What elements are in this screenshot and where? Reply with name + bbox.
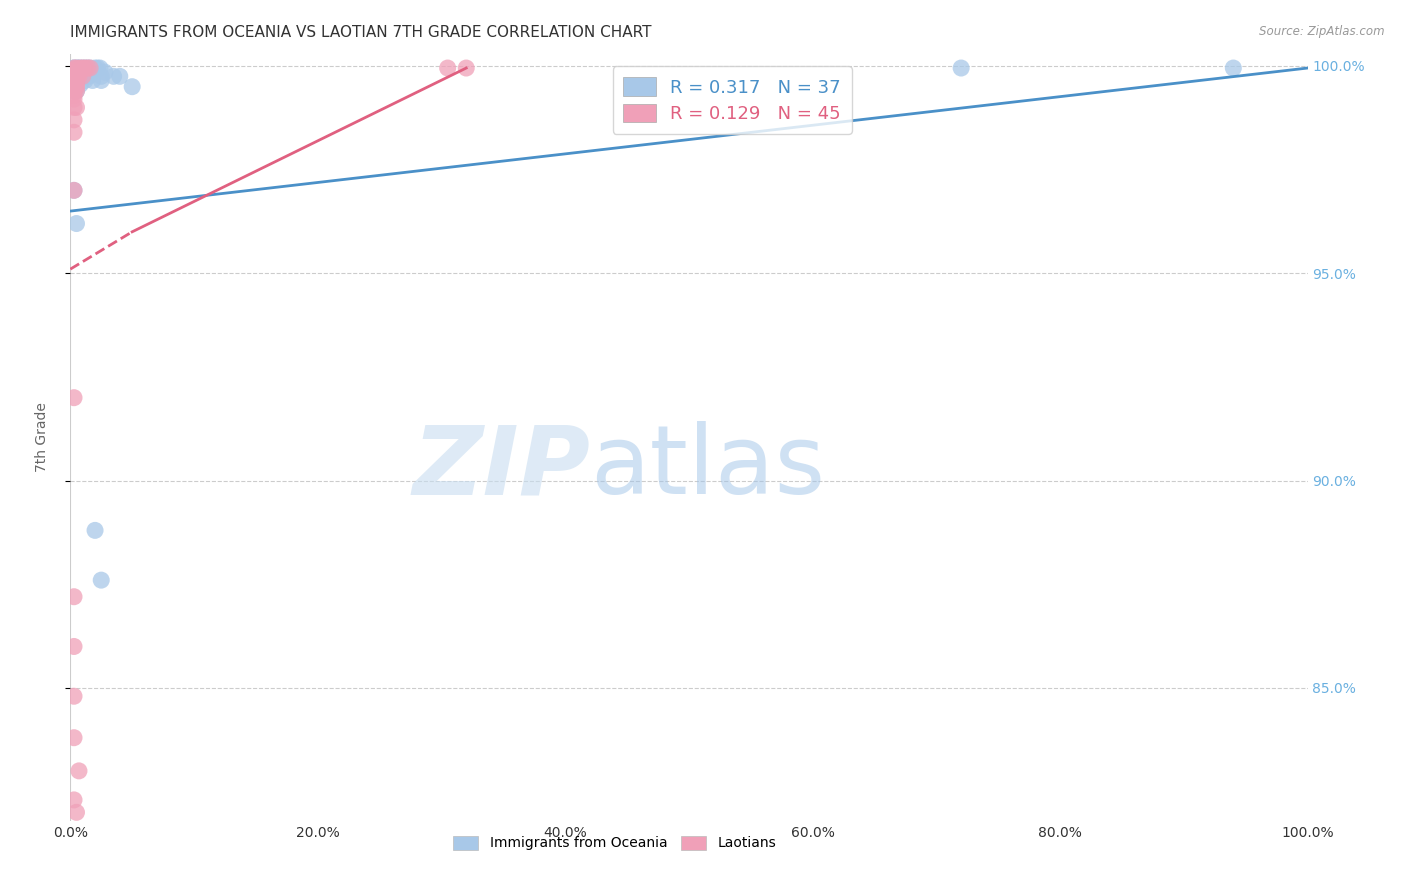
Point [63,640,86,654]
Point [63,92,86,106]
Point [75,61,97,75]
Y-axis label: 7th Grade: 7th Grade [35,402,49,472]
Point [65,63,87,78]
Point [63,690,86,704]
Point [82,65,104,79]
Point [63,70,86,84]
Point [63,78,86,92]
Point [63,71,86,86]
Point [65,70,87,84]
Text: ZIP: ZIP [412,421,591,515]
Point [63,61,86,75]
Point [69,61,91,75]
Point [67,70,90,84]
Point [69,78,91,92]
Point [65,70,87,84]
Point [1222,61,1244,75]
Point [63,590,86,604]
Point [76,61,98,75]
Point [90,73,112,87]
Point [121,79,143,94]
Point [72,70,94,84]
Point [90,70,112,84]
Point [82,73,104,87]
Point [86,61,108,75]
Point [950,61,973,75]
Point [65,65,87,79]
Point [65,73,87,87]
Point [65,84,87,98]
Point [63,84,86,98]
Point [63,61,86,75]
Point [65,65,87,79]
Point [65,67,87,81]
Point [76,61,98,75]
Point [65,100,87,114]
Point [436,61,458,75]
Point [63,78,86,92]
Legend: R = 0.317   N = 37, R = 0.129   N = 45: R = 0.317 N = 37, R = 0.129 N = 45 [613,66,852,134]
Point [65,73,87,87]
Point [456,61,478,75]
Point [63,125,86,139]
Point [63,63,86,78]
Point [66,61,89,75]
Point [66,65,89,79]
Point [65,805,87,820]
Point [63,793,86,807]
Point [63,183,86,197]
Point [72,70,94,84]
Point [75,73,97,87]
Point [69,61,91,75]
Point [79,61,101,75]
Point [77,70,100,84]
Point [65,78,87,92]
Point [75,61,97,75]
Point [63,61,86,75]
Point [90,573,112,587]
Point [67,65,90,79]
Point [65,71,87,86]
Point [63,100,86,114]
Text: Source: ZipAtlas.com: Source: ZipAtlas.com [1260,25,1385,38]
Point [65,61,87,75]
Point [79,61,101,75]
Point [63,112,86,127]
Point [63,391,86,405]
Point [67,764,90,778]
Point [72,61,94,75]
Point [94,65,117,79]
Point [65,84,87,98]
Point [63,73,86,87]
Point [63,84,86,98]
Point [65,217,87,231]
Point [66,61,89,75]
Point [63,731,86,745]
Point [63,67,86,81]
Point [72,61,94,75]
Text: IMMIGRANTS FROM OCEANIA VS LAOTIAN 7TH GRADE CORRELATION CHART: IMMIGRANTS FROM OCEANIA VS LAOTIAN 7TH G… [70,25,652,40]
Point [84,61,107,75]
Text: atlas: atlas [591,421,825,515]
Point [108,70,131,84]
Point [63,183,86,197]
Point [65,79,87,94]
Point [103,70,125,84]
Point [63,65,86,79]
Point [89,61,111,75]
Point [84,524,107,538]
Point [63,87,86,102]
Point [63,79,86,94]
